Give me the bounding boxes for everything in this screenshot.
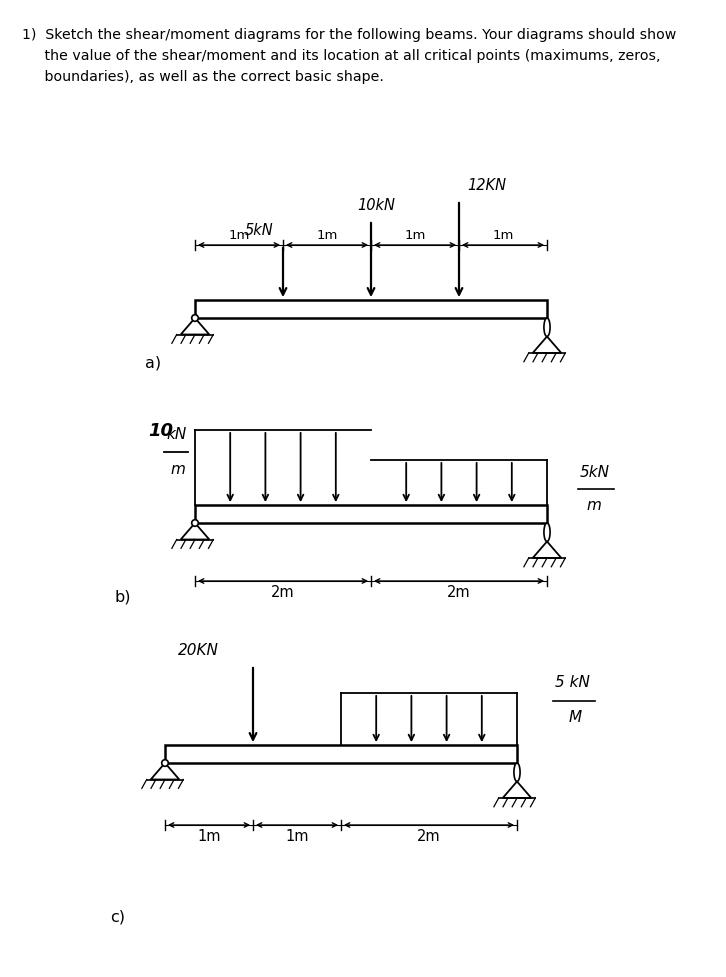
- Circle shape: [162, 760, 168, 767]
- Text: 1m: 1m: [317, 229, 338, 241]
- Text: 1)  Sketch the shear/moment diagrams for the following beams. Your diagrams shou: 1) Sketch the shear/moment diagrams for …: [22, 28, 676, 42]
- Text: 2m: 2m: [272, 584, 295, 599]
- Text: 5kN: 5kN: [245, 223, 274, 237]
- Text: 12KN: 12KN: [467, 178, 506, 192]
- Ellipse shape: [544, 524, 550, 542]
- Ellipse shape: [544, 319, 550, 337]
- Text: 20KN: 20KN: [178, 642, 219, 658]
- Text: M: M: [569, 709, 582, 724]
- Bar: [195, 301, 547, 319]
- Text: 1m: 1m: [404, 229, 425, 241]
- Text: 5 kN: 5 kN: [555, 674, 590, 690]
- Text: the value of the shear/moment and its location at all critical points (maximums,: the value of the shear/moment and its lo…: [22, 49, 661, 63]
- Text: 1m: 1m: [228, 229, 250, 241]
- Text: kN: kN: [166, 427, 187, 442]
- Text: 10: 10: [148, 421, 173, 440]
- Text: 1m: 1m: [285, 828, 309, 843]
- Text: 10kN: 10kN: [357, 197, 395, 213]
- Bar: [165, 745, 517, 763]
- Text: 1m: 1m: [492, 229, 514, 241]
- Bar: [195, 505, 547, 524]
- Text: 1m: 1m: [197, 828, 221, 843]
- Text: 5kN: 5kN: [580, 464, 610, 480]
- Text: 2m: 2m: [447, 584, 471, 599]
- Text: 2m: 2m: [417, 828, 441, 843]
- Text: boundaries), as well as the correct basic shape.: boundaries), as well as the correct basi…: [22, 70, 384, 84]
- Text: m: m: [170, 461, 185, 477]
- Ellipse shape: [514, 763, 520, 782]
- Circle shape: [192, 316, 198, 322]
- Text: m: m: [586, 497, 601, 513]
- Circle shape: [192, 520, 198, 527]
- Text: a): a): [145, 355, 161, 369]
- Text: c): c): [110, 909, 125, 924]
- Text: b): b): [115, 589, 131, 605]
